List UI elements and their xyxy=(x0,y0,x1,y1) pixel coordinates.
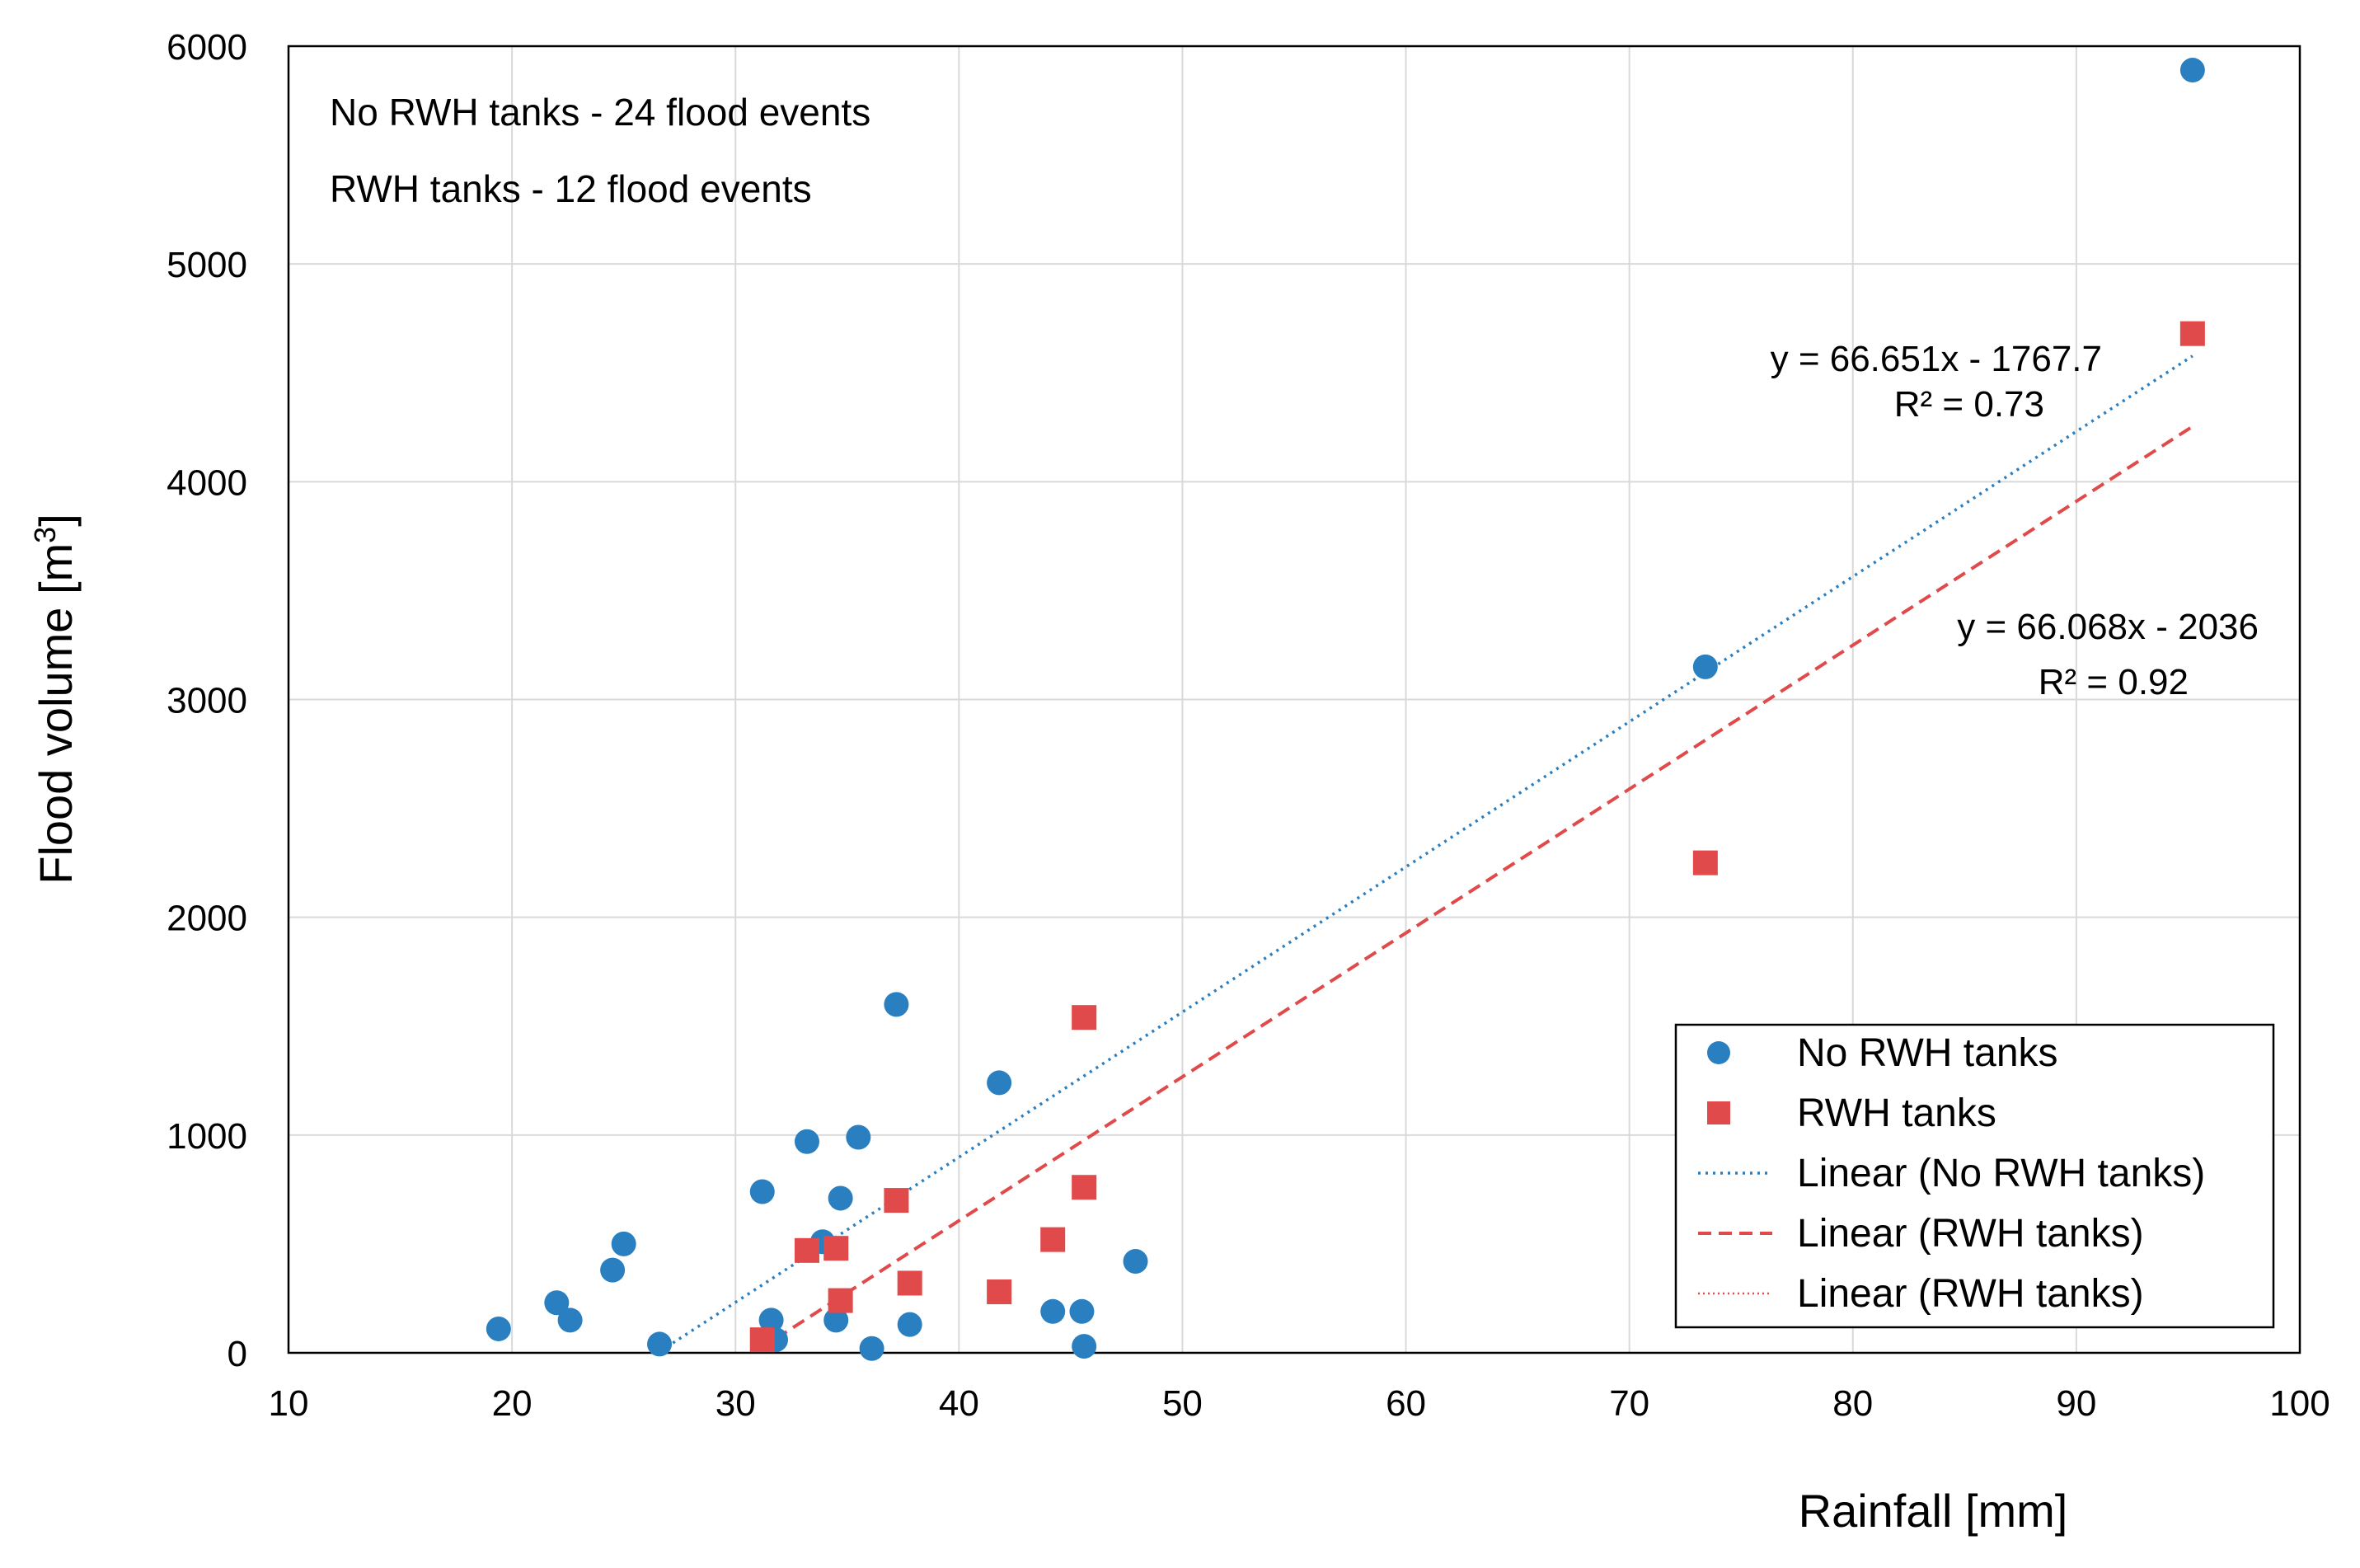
legend-label: RWH tanks xyxy=(1797,1091,1996,1135)
y-axis-title-main: Flood volume [m xyxy=(30,543,82,885)
point-no-rwh-tanks xyxy=(884,992,909,1017)
y-tick-label: 1000 xyxy=(167,1116,247,1157)
point-no-rwh-tanks xyxy=(1123,1249,1148,1275)
legend: No RWH tanks RWH tanks Linear (No RWH tank… xyxy=(1674,1023,2275,1329)
point-no-rwh-tanks xyxy=(987,1070,1012,1096)
legend-label: No RWH tanks xyxy=(1797,1031,2058,1075)
x-tick-label: 50 xyxy=(1162,1383,1203,1424)
point-no-rwh-tanks xyxy=(1040,1298,1066,1324)
x-tick-label: 30 xyxy=(716,1383,756,1424)
point-no-rwh-tanks xyxy=(1072,1334,1097,1359)
legend-label: Linear (RWH tanks) xyxy=(1797,1272,2144,1316)
y-axis-title: Flood volume [m3] xyxy=(28,514,82,885)
point-no-rwh-tanks xyxy=(794,1129,819,1154)
point-rwh-tanks xyxy=(2179,321,2205,346)
point-no-rwh-tanks xyxy=(611,1231,636,1256)
legend-items: No RWH tanks RWH tanks Linear (No RWH tank… xyxy=(1698,1031,2205,1316)
point-rwh-tanks xyxy=(897,1270,922,1296)
point-no-rwh-tanks xyxy=(758,1307,784,1333)
x-tick-label: 60 xyxy=(1386,1383,1426,1424)
point-rwh-tanks xyxy=(828,1288,853,1313)
trendline-equation-no-rwh: y = 66.651x - 1767.7 xyxy=(1771,339,2102,379)
annotation-rwh-events: RWH tanks - 12 flood events xyxy=(330,167,812,210)
trendline-r2-no-rwh: R² = 0.73 xyxy=(1894,384,2044,425)
point-rwh-tanks xyxy=(1692,850,1718,876)
data-points xyxy=(486,58,2205,1361)
y-tick-label: 0 xyxy=(228,1334,247,1374)
point-no-rwh-tanks xyxy=(600,1257,626,1283)
legend-label: Linear (RWH tanks) xyxy=(1797,1212,2144,1256)
trendline-no-rwh-tanks xyxy=(672,354,2193,1345)
y-tick-label: 4000 xyxy=(167,462,247,503)
x-tick-label: 40 xyxy=(939,1383,979,1424)
y-axis-title-superscript: 3 xyxy=(28,527,62,543)
x-tick-label: 100 xyxy=(2269,1383,2330,1424)
point-rwh-tanks xyxy=(823,1236,849,1261)
point-rwh-tanks xyxy=(987,1279,1012,1305)
x-tick-label: 20 xyxy=(492,1383,533,1424)
trendline-rwh-tanks xyxy=(774,425,2193,1340)
x-tick-label: 80 xyxy=(1832,1383,1873,1424)
x-axis-title: Rainfall [mm] xyxy=(1799,1485,2068,1537)
trendline-r2-rwh: R² = 0.92 xyxy=(2039,662,2189,702)
point-no-rwh-tanks xyxy=(1069,1298,1095,1324)
point-no-rwh-tanks xyxy=(828,1185,853,1211)
point-rwh-tanks xyxy=(794,1237,819,1263)
point-rwh-tanks xyxy=(1040,1227,1066,1252)
legend-box xyxy=(1674,1023,2275,1329)
point-rwh-tanks xyxy=(1072,1175,1097,1200)
y-tick-label: 3000 xyxy=(167,681,247,721)
legend-label: Linear (No RWH tanks) xyxy=(1797,1152,2205,1195)
point-no-rwh-tanks xyxy=(486,1316,511,1341)
y-axis-ticks: 0 1000 2000 3000 4000 5000 6000 xyxy=(167,27,247,1374)
point-no-rwh-tanks xyxy=(544,1290,570,1316)
point-no-rwh-tanks xyxy=(859,1336,884,1361)
x-tick-label: 10 xyxy=(269,1383,309,1424)
point-no-rwh-tanks xyxy=(557,1307,583,1333)
point-no-rwh-tanks xyxy=(2179,58,2205,83)
point-no-rwh-tanks xyxy=(1692,654,1718,679)
point-rwh-tanks xyxy=(1072,1005,1097,1030)
trendlines xyxy=(672,354,2193,1345)
point-no-rwh-tanks xyxy=(647,1331,673,1357)
point-no-rwh-tanks xyxy=(749,1179,775,1204)
y-tick-label: 6000 xyxy=(167,27,247,68)
x-tick-label: 70 xyxy=(1609,1383,1649,1424)
y-axis-title-end: ] xyxy=(30,514,82,527)
plot-area-border xyxy=(287,45,2301,1354)
point-rwh-tanks xyxy=(884,1188,909,1214)
point-no-rwh-tanks xyxy=(897,1312,922,1337)
point-no-rwh-tanks xyxy=(846,1124,871,1150)
y-tick-label: 5000 xyxy=(167,245,247,285)
point-no-rwh-tanks xyxy=(823,1307,849,1333)
annotation-no-rwh-events: No RWH tanks - 24 flood events xyxy=(330,91,870,134)
legend-marker-circle xyxy=(1707,1041,1730,1064)
x-tick-label: 90 xyxy=(2056,1383,2096,1424)
legend-marker-square xyxy=(1707,1101,1730,1124)
point-rwh-tanks xyxy=(749,1327,775,1353)
x-axis-ticks: 10 20 30 40 50 60 70 80 90 100 xyxy=(269,1383,2330,1424)
trendline-equation-rwh: y = 66.068x - 2036 xyxy=(1957,607,2259,647)
y-tick-label: 2000 xyxy=(167,899,247,939)
